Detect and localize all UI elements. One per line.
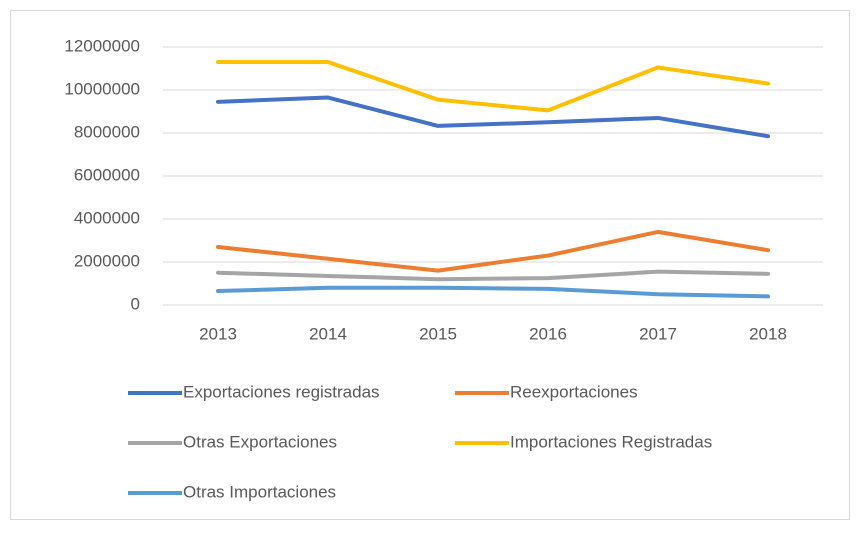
series-line [216,60,770,113]
x-tick-label: 2014 [309,324,347,343]
legend-label: Importaciones Registradas [510,432,712,451]
y-tick-label: 2000000 [74,251,140,270]
y-tick-label: 12000000 [64,36,140,55]
x-tick-label: 2013 [199,324,237,343]
series-line [216,229,770,273]
y-tick-label: 10000000 [64,79,140,98]
series-line [216,285,770,299]
x-tick-label: 2018 [749,324,787,343]
legend-label: Reexportaciones [510,382,638,401]
legend-label: Exportaciones registradas [183,382,380,401]
legend-label: Otras Exportaciones [183,432,337,451]
x-tick-label: 2016 [529,324,567,343]
series-line [216,95,770,139]
x-tick-label: 2015 [419,324,457,343]
legend-label: Otras Importaciones [183,482,336,501]
y-tick-label: 4000000 [74,208,140,227]
x-tick-label: 2017 [639,324,677,343]
y-tick-label: 6000000 [74,165,140,184]
series-line [216,269,770,282]
y-tick-label: 0 [131,294,140,313]
y-tick-label: 8000000 [74,122,140,141]
